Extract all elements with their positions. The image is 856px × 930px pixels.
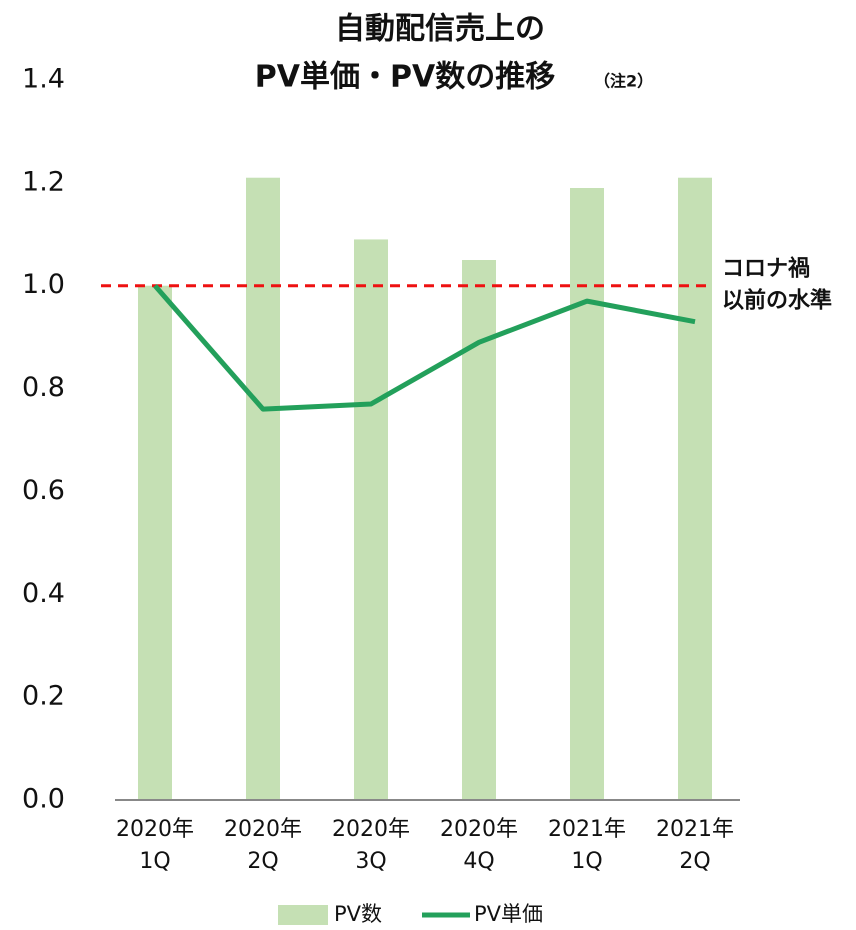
- legend-swatch: [278, 905, 328, 925]
- y-tick-label: 0.6: [22, 475, 65, 506]
- x-tick-label: 2020年 2Q: [224, 817, 302, 874]
- x-tick-label: 2021年 1Q: [548, 817, 626, 874]
- line: [153, 284, 696, 412]
- y-tick-label: 1.0: [22, 269, 65, 300]
- x-tick-label: 2020年 4Q: [440, 817, 518, 874]
- bar: [570, 188, 604, 800]
- bar: [138, 285, 172, 800]
- bar: [354, 239, 388, 800]
- legend-label: PV単価: [474, 902, 543, 926]
- x-tick-label: 2020年 3Q: [332, 817, 410, 874]
- reference-label: 以前の水準: [722, 288, 832, 314]
- y-tick-label: 0.4: [22, 578, 65, 609]
- bar: [246, 177, 280, 800]
- x-tick-label: 2021年 2Q: [656, 817, 734, 874]
- y-tick-label: 0.8: [22, 372, 65, 403]
- reference-label: コロナ禍: [722, 257, 810, 282]
- y-tick-label: 0.0: [22, 784, 65, 815]
- title-note: （注2）: [594, 72, 653, 91]
- bar: [678, 177, 712, 800]
- legend-label: PV数: [334, 902, 382, 926]
- y-tick-label: 1.4: [22, 64, 65, 95]
- chart-subtitle: PV単価・PV数の推移: [255, 60, 555, 95]
- y-tick-label: 0.2: [22, 681, 65, 712]
- chart-title: 自動配信売上の: [335, 12, 545, 47]
- x-tick-label: 2020年 1Q: [116, 817, 194, 874]
- y-tick-label: 1.2: [22, 166, 65, 197]
